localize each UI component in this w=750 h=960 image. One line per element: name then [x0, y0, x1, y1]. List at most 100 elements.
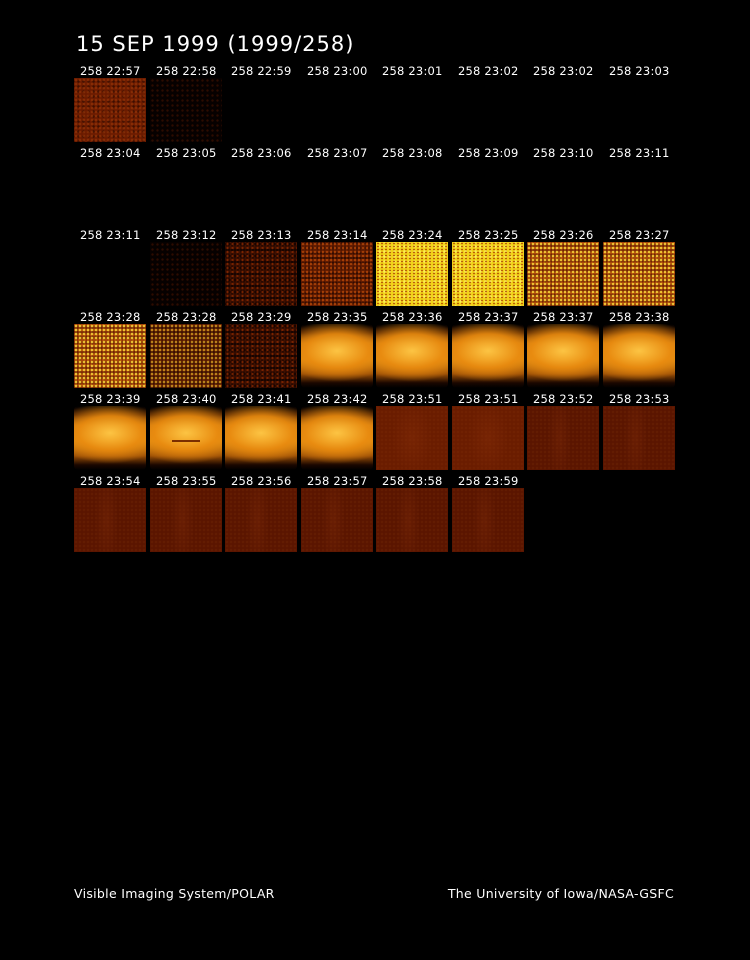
image-cell: 258 23:29: [225, 308, 300, 390]
image-cell: 258 23:09: [452, 144, 527, 226]
image-row: 258 23:11 258 23:12 258 23:13 258 23:14 258 …: [74, 226, 676, 308]
image-cell: 258 23:28: [150, 308, 225, 390]
image-timestamp: 258 23:11: [80, 228, 141, 242]
image-timestamp: 258 23:27: [609, 228, 670, 242]
image-timestamp: 258 23:53: [609, 392, 670, 406]
image-timestamp: 258 23:51: [382, 392, 443, 406]
image-cell: 258 23:27: [603, 226, 678, 308]
auroral-image: [603, 406, 675, 470]
auroral-image: [301, 160, 373, 224]
image-cell: 258 23:56: [225, 472, 300, 554]
image-cell: 258 23:57: [301, 472, 376, 554]
auroral-image: [452, 160, 524, 224]
auroral-image: [150, 160, 222, 224]
image-timestamp: 258 23:24: [382, 228, 443, 242]
image-timestamp: 258 23:13: [231, 228, 292, 242]
image-cell: 258 23:54: [74, 472, 149, 554]
image-timestamp: 258 23:55: [156, 474, 217, 488]
image-timestamp: 258 23:14: [307, 228, 368, 242]
image-timestamp: 258 23:08: [382, 146, 443, 160]
image-timestamp: 258 23:03: [609, 64, 670, 78]
image-timestamp: 258 23:10: [533, 146, 594, 160]
auroral-image: [225, 78, 297, 142]
image-timestamp: 258 23:59: [458, 474, 519, 488]
image-cell: 258 23:28: [74, 308, 149, 390]
auroral-image: [301, 78, 373, 142]
image-row: 258 22:57 258 22:58 258 22:59 258 23:00 258 …: [74, 62, 676, 144]
auroral-image: [376, 242, 448, 306]
image-timestamp: 258 23:40: [156, 392, 217, 406]
image-cell: 258 23:37: [527, 308, 602, 390]
auroral-image: [150, 242, 222, 306]
auroral-image: [225, 160, 297, 224]
auroral-image: [150, 324, 222, 388]
image-cell: 258 23:55: [150, 472, 225, 554]
image-timestamp: 258 23:51: [458, 392, 519, 406]
auroral-image: [301, 324, 373, 388]
image-cell: 258 23:51: [376, 390, 451, 472]
image-timestamp: 258 23:58: [382, 474, 443, 488]
image-row: 258 23:54 258 23:55 258 23:56 258 23:57 258 …: [74, 472, 676, 554]
image-cell: 258 23:12: [150, 226, 225, 308]
auroral-image: [150, 78, 222, 142]
image-timestamp: 258 23:56: [231, 474, 292, 488]
auroral-image: [150, 406, 222, 470]
image-cell: 258 22:57: [74, 62, 149, 144]
auroral-image: [452, 406, 524, 470]
image-cell: 258 23:51: [452, 390, 527, 472]
image-cell: 258 23:52: [527, 390, 602, 472]
image-row: 258 23:39 258 23:40 258 23:41 258 23:42 258 …: [74, 390, 676, 472]
image-timestamp: 258 23:12: [156, 228, 217, 242]
image-timestamp: 258 23:07: [307, 146, 368, 160]
auroral-image: [452, 242, 524, 306]
image-cell: 258 23:35: [301, 308, 376, 390]
image-cell: 258 23:41: [225, 390, 300, 472]
image-cell: 258 23:05: [150, 144, 225, 226]
image-timestamp: 258 23:26: [533, 228, 594, 242]
image-cell: 258 23:40: [150, 390, 225, 472]
image-cell: 258 23:02: [527, 62, 602, 144]
image-timestamp: 258 23:29: [231, 310, 292, 324]
image-timestamp: 258 23:42: [307, 392, 368, 406]
image-timestamp: 258 23:02: [533, 64, 594, 78]
auroral-image: [527, 242, 599, 306]
auroral-image: [376, 160, 448, 224]
image-cell: 258 23:26: [527, 226, 602, 308]
auroral-image: [452, 324, 524, 388]
auroral-image: [74, 488, 146, 552]
auroral-image: [452, 488, 524, 552]
auroral-image: [74, 160, 146, 224]
image-cell: 258 23:53: [603, 390, 678, 472]
auroral-image: [74, 242, 146, 306]
auroral-image: [74, 324, 146, 388]
image-timestamp: 258 23:28: [80, 310, 141, 324]
image-cell: 258 22:59: [225, 62, 300, 144]
image-cell: 258 23:07: [301, 144, 376, 226]
image-cell: 258 23:04: [74, 144, 149, 226]
image-timestamp: 258 23:38: [609, 310, 670, 324]
image-row: 258 23:04 258 23:05 258 23:06 258 23:07 258 …: [74, 144, 676, 226]
auroral-image: [74, 406, 146, 470]
auroral-image: [301, 242, 373, 306]
footer-instrument: Visible Imaging System/POLAR: [74, 886, 275, 901]
image-cell: 258 23:38: [603, 308, 678, 390]
image-cell: 258 23:06: [225, 144, 300, 226]
footer-institution: The University of Iowa/NASA-GSFC: [447, 886, 674, 901]
auroral-image: [603, 160, 675, 224]
auroral-image: [603, 242, 675, 306]
auroral-image: [225, 406, 297, 470]
image-cell: 258 23:11: [603, 144, 678, 226]
image-timestamp: 258 23:02: [458, 64, 519, 78]
image-timestamp: 258 23:01: [382, 64, 443, 78]
image-timestamp: 258 23:39: [80, 392, 141, 406]
image-timestamp: 258 23:09: [458, 146, 519, 160]
image-cell: 258 23:03: [603, 62, 678, 144]
image-cell: 258 23:10: [527, 144, 602, 226]
image-cell: 258 22:58: [150, 62, 225, 144]
image-cell: 258 23:25: [452, 226, 527, 308]
image-timestamp: 258 23:41: [231, 392, 292, 406]
auroral-image: [603, 324, 675, 388]
auroral-image: [376, 406, 448, 470]
image-cell: 258 23:37: [452, 308, 527, 390]
image-grid: 258 22:57 258 22:58 258 22:59 258 23:00 258 …: [74, 62, 676, 554]
